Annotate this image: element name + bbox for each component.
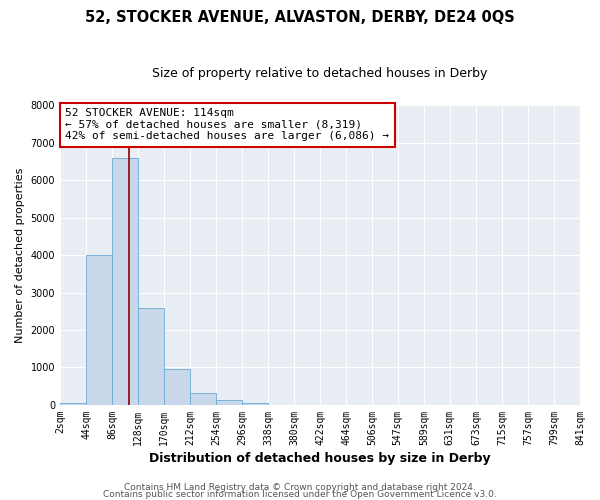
Text: 52 STOCKER AVENUE: 114sqm
← 57% of detached houses are smaller (8,319)
42% of se: 52 STOCKER AVENUE: 114sqm ← 57% of detac… bbox=[65, 108, 389, 142]
Bar bbox=[112, 158, 138, 405]
Y-axis label: Number of detached properties: Number of detached properties bbox=[15, 168, 25, 343]
Bar bbox=[60, 402, 86, 405]
Title: Size of property relative to detached houses in Derby: Size of property relative to detached ho… bbox=[152, 68, 488, 80]
X-axis label: Distribution of detached houses by size in Derby: Distribution of detached houses by size … bbox=[149, 452, 491, 465]
Text: Contains HM Land Registry data © Crown copyright and database right 2024.: Contains HM Land Registry data © Crown c… bbox=[124, 484, 476, 492]
Bar bbox=[242, 402, 268, 405]
Bar bbox=[216, 400, 242, 405]
Bar bbox=[190, 393, 216, 405]
Bar bbox=[164, 370, 190, 405]
Bar bbox=[138, 308, 164, 405]
Bar bbox=[86, 255, 112, 405]
Text: Contains public sector information licensed under the Open Government Licence v3: Contains public sector information licen… bbox=[103, 490, 497, 499]
Text: 52, STOCKER AVENUE, ALVASTON, DERBY, DE24 0QS: 52, STOCKER AVENUE, ALVASTON, DERBY, DE2… bbox=[85, 10, 515, 25]
